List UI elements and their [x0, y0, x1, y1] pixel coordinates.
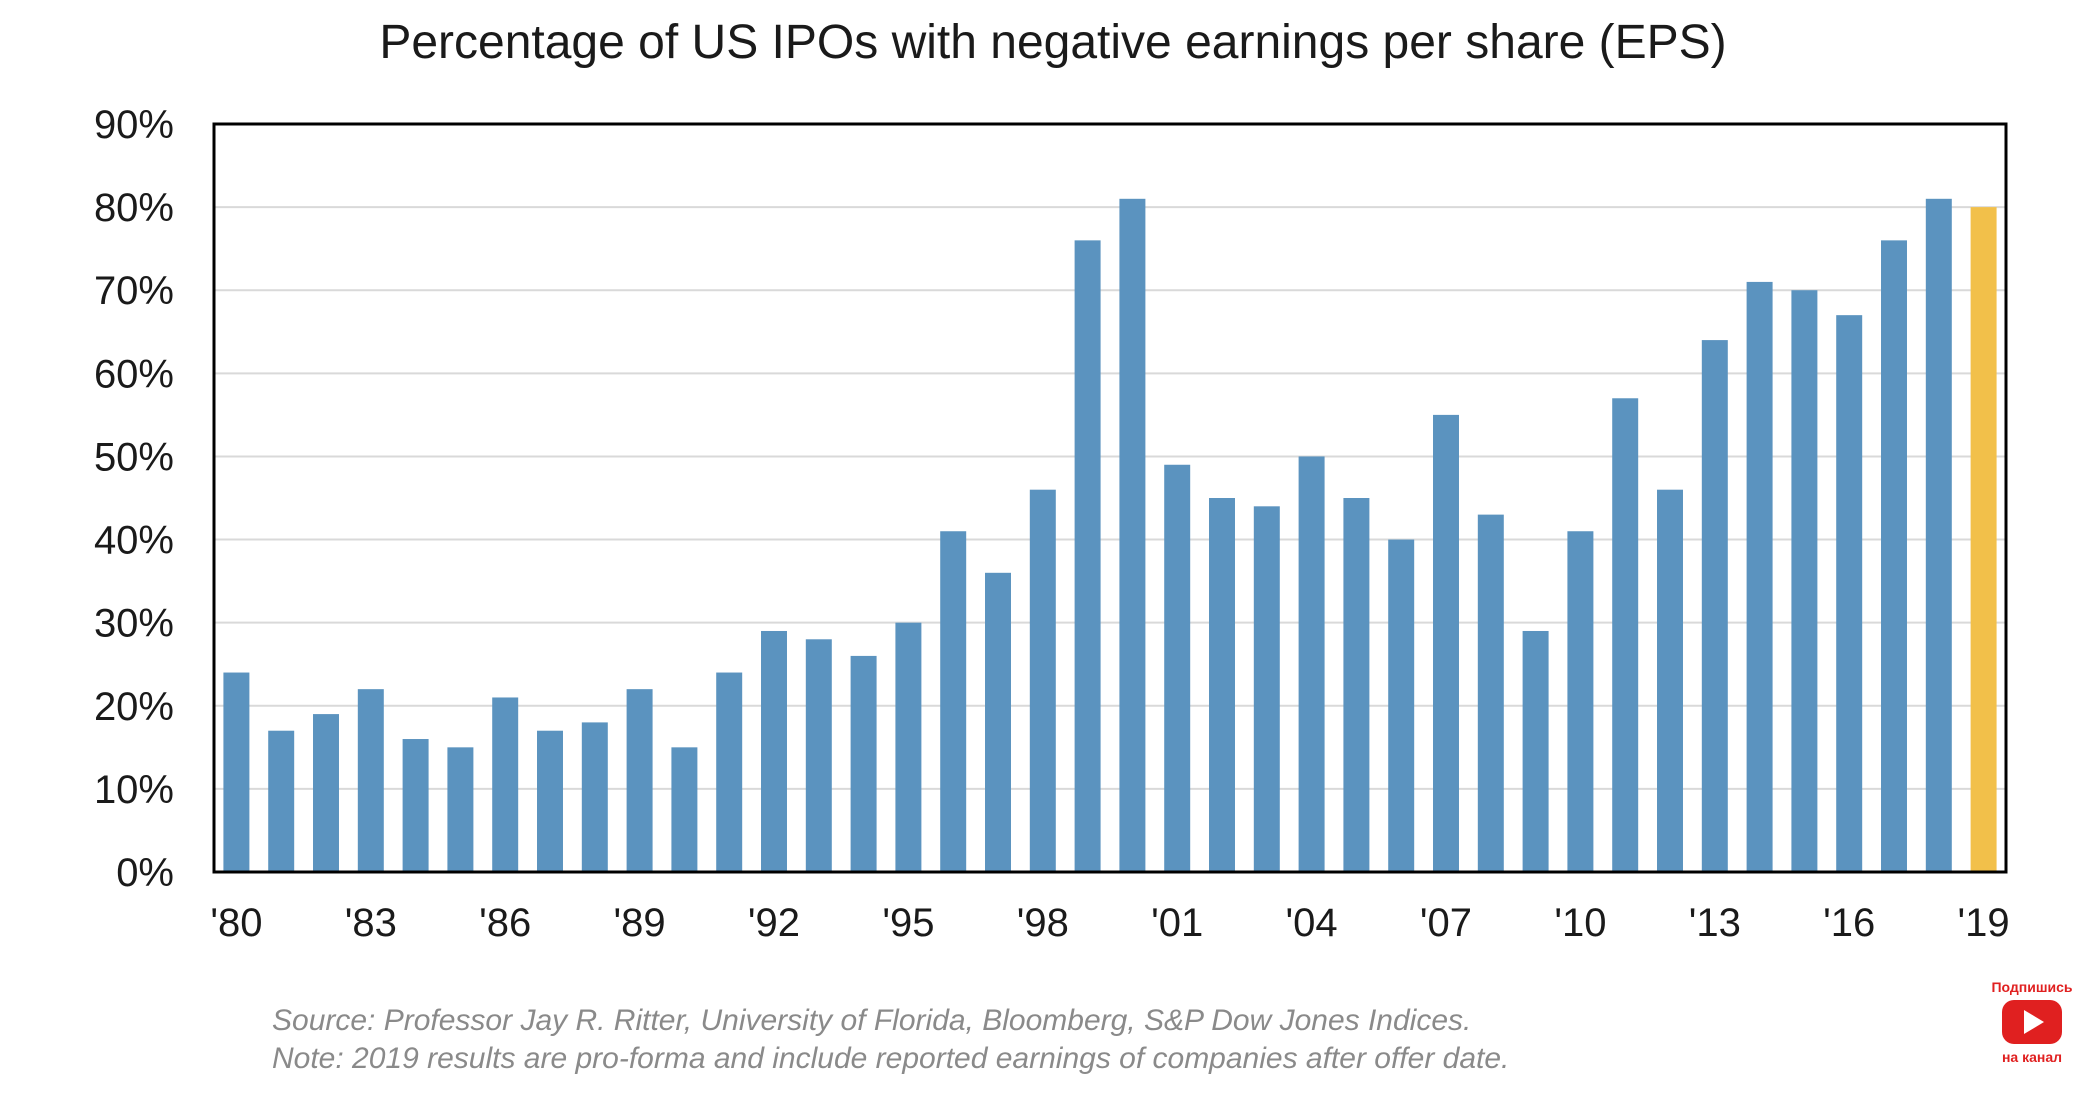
- x-tick-label: '10: [1554, 901, 1606, 945]
- bar-1985: [447, 747, 474, 872]
- y-tick-label: 60%: [94, 352, 174, 396]
- bar-1983: [357, 689, 384, 872]
- x-tick-label: '92: [748, 901, 800, 945]
- bar-1991: [716, 672, 743, 872]
- bar-2007: [1433, 414, 1459, 872]
- bar-1981: [268, 730, 295, 872]
- y-tick-label: 30%: [94, 602, 174, 646]
- x-tick-label: '19: [1958, 901, 2010, 945]
- y-tick-label: 10%: [94, 768, 174, 812]
- subscribe-label: Подпишись: [1991, 979, 2072, 995]
- bar-1989: [626, 689, 653, 872]
- bar-2005: [1343, 498, 1370, 872]
- y-tick-label: 0%: [116, 851, 174, 895]
- x-axis-ticks: '80 '83 '86 '89 '92 '95 '98 '01 '04 '07 '10 '13 '16 '…: [210, 901, 2009, 945]
- bar-2003: [1253, 506, 1280, 872]
- bar-2019: [1970, 207, 1997, 873]
- bar-2011: [1612, 398, 1639, 872]
- bar-2000: [1119, 198, 1146, 873]
- x-tick-label: '80: [210, 901, 262, 945]
- bar-2001: [1164, 464, 1191, 872]
- subscribe-sublabel: на канал: [2002, 1049, 2062, 1065]
- bar-2016: [1836, 315, 1863, 873]
- chart-title: Percentage of US IPOs with negative earn…: [379, 16, 1726, 69]
- bar-1990: [671, 747, 698, 872]
- y-tick-label: 80%: [94, 186, 174, 230]
- subscribe-badge[interactable]: Подпишись на канал: [1991, 979, 2072, 1065]
- y-tick-label: 40%: [94, 519, 174, 563]
- bar-2009: [1522, 630, 1549, 872]
- y-tick-label: 20%: [94, 685, 174, 729]
- bar-1988: [581, 722, 608, 872]
- bar-2008: [1477, 514, 1504, 872]
- bar-1993: [805, 639, 832, 872]
- y-tick-label: 90%: [94, 103, 174, 147]
- x-tick-label: '16: [1823, 901, 1875, 945]
- gridlines: [214, 206, 2006, 790]
- x-tick-label: '95: [882, 901, 934, 945]
- x-tick-label: '13: [1689, 901, 1741, 945]
- bar-2015: [1791, 290, 1818, 872]
- x-tick-label: '98: [1017, 901, 1069, 945]
- x-tick-label: '86: [479, 901, 531, 945]
- bar-2002: [1209, 498, 1235, 872]
- bar-2014: [1746, 281, 1773, 872]
- bar-1987: [537, 730, 563, 872]
- bar-2018: [1925, 198, 1952, 873]
- source-note: Source: Professor Jay R. Ritter, Univers…: [272, 1004, 1471, 1037]
- youtube-play-icon: [2002, 1000, 2062, 1044]
- bar-2004: [1298, 456, 1325, 872]
- bar-1980: [223, 672, 250, 872]
- bar-2006: [1388, 539, 1415, 872]
- y-tick-label: 70%: [94, 269, 174, 313]
- bar-1996: [940, 531, 967, 872]
- bar-1995: [895, 622, 922, 872]
- bar-1997: [985, 572, 1011, 872]
- bar-2012: [1657, 489, 1683, 872]
- bar-1994: [850, 655, 877, 872]
- bar-1984: [402, 739, 429, 872]
- x-tick-label: '89: [614, 901, 666, 945]
- bar-2017: [1881, 240, 1907, 872]
- bar-2013: [1701, 340, 1728, 873]
- bar-2010: [1567, 531, 1594, 872]
- bar-1986: [492, 697, 519, 872]
- bar-1992: [761, 630, 787, 872]
- bar-1982: [313, 714, 339, 872]
- footnote: Note: 2019 results are pro-forma and inc…: [272, 1042, 1509, 1075]
- bar-1999: [1074, 240, 1101, 872]
- x-tick-label: '07: [1420, 901, 1472, 945]
- bar-1998: [1029, 489, 1056, 872]
- plot-frame: [212, 122, 2008, 874]
- y-tick-label: 50%: [94, 435, 174, 479]
- y-axis-ticks: 0% 10% 20% 30% 40% 50% 60% 70% 80% 90%: [94, 103, 174, 895]
- x-tick-label: '04: [1286, 901, 1338, 945]
- x-tick-label: '83: [345, 901, 397, 945]
- x-tick-label: '01: [1151, 901, 1203, 945]
- bars: [223, 198, 1997, 873]
